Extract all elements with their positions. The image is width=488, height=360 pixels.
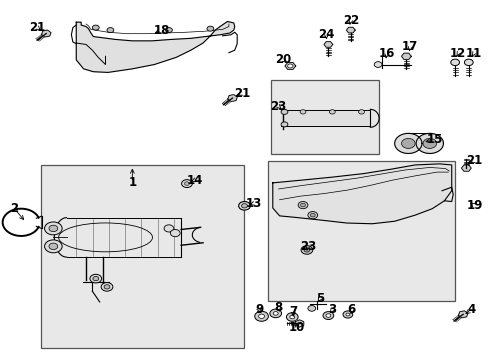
Circle shape [307,212,317,219]
Circle shape [107,28,114,33]
Text: 19: 19 [466,199,482,212]
Circle shape [300,110,305,114]
Polygon shape [285,63,295,69]
Text: 23: 23 [299,240,315,253]
Circle shape [342,311,352,318]
Circle shape [289,315,294,319]
Polygon shape [458,311,467,318]
Polygon shape [324,42,332,47]
Text: 21: 21 [29,21,45,34]
Circle shape [286,313,298,321]
Text: 6: 6 [347,303,355,316]
Text: 24: 24 [318,28,334,41]
Circle shape [92,25,99,30]
Circle shape [323,312,333,319]
Text: 2: 2 [10,202,19,215]
Text: 9: 9 [254,303,263,316]
Polygon shape [461,165,470,171]
Text: 5: 5 [315,292,324,305]
Circle shape [93,276,99,281]
Circle shape [49,225,58,231]
Bar [267,161,454,301]
Circle shape [101,283,113,291]
Text: 7: 7 [288,306,297,319]
Text: 13: 13 [245,197,262,210]
Text: 8: 8 [274,301,282,314]
Polygon shape [272,164,451,224]
Circle shape [401,138,414,148]
Text: 22: 22 [342,14,358,27]
Text: 1: 1 [128,176,136,189]
Circle shape [310,213,315,217]
Circle shape [44,240,62,253]
Text: 20: 20 [275,53,291,66]
Text: 18: 18 [153,24,169,37]
Text: 12: 12 [449,47,465,60]
Circle shape [325,314,330,318]
Bar [271,80,378,154]
Circle shape [422,138,436,148]
Circle shape [238,202,250,210]
Text: 4: 4 [466,303,474,316]
Circle shape [254,311,268,321]
Circle shape [301,246,312,254]
Circle shape [287,64,292,68]
Polygon shape [415,134,443,153]
Circle shape [241,204,247,208]
Circle shape [358,110,364,114]
Text: 11: 11 [465,47,481,60]
Circle shape [181,180,192,188]
Text: 15: 15 [426,133,442,146]
Circle shape [206,26,213,31]
Polygon shape [76,22,234,72]
Circle shape [184,182,189,185]
Polygon shape [281,110,369,126]
Text: 17: 17 [401,40,418,53]
Text: 10: 10 [288,321,305,334]
Circle shape [258,314,264,319]
Polygon shape [394,134,421,153]
Circle shape [281,109,287,114]
Circle shape [373,62,381,67]
Text: 21: 21 [466,154,482,167]
Circle shape [329,110,334,114]
Circle shape [464,59,472,66]
Circle shape [300,203,305,207]
Polygon shape [227,95,237,102]
Text: 3: 3 [327,303,336,316]
Circle shape [170,229,180,237]
Bar [41,165,243,348]
Polygon shape [401,53,410,59]
Circle shape [273,312,278,315]
Polygon shape [295,320,303,327]
Circle shape [163,225,173,232]
Circle shape [304,248,309,252]
Polygon shape [346,27,354,33]
Circle shape [49,243,58,249]
Polygon shape [41,30,51,37]
Circle shape [307,306,315,311]
Circle shape [165,28,172,33]
Circle shape [44,222,62,235]
Text: 23: 23 [270,100,286,113]
Circle shape [281,122,287,127]
Text: 21: 21 [233,87,250,100]
Circle shape [90,274,102,283]
Circle shape [104,285,110,289]
Circle shape [298,202,307,209]
Circle shape [345,313,349,316]
Text: 16: 16 [378,47,394,60]
Circle shape [269,309,281,318]
Circle shape [450,59,459,66]
Text: 14: 14 [186,174,203,186]
